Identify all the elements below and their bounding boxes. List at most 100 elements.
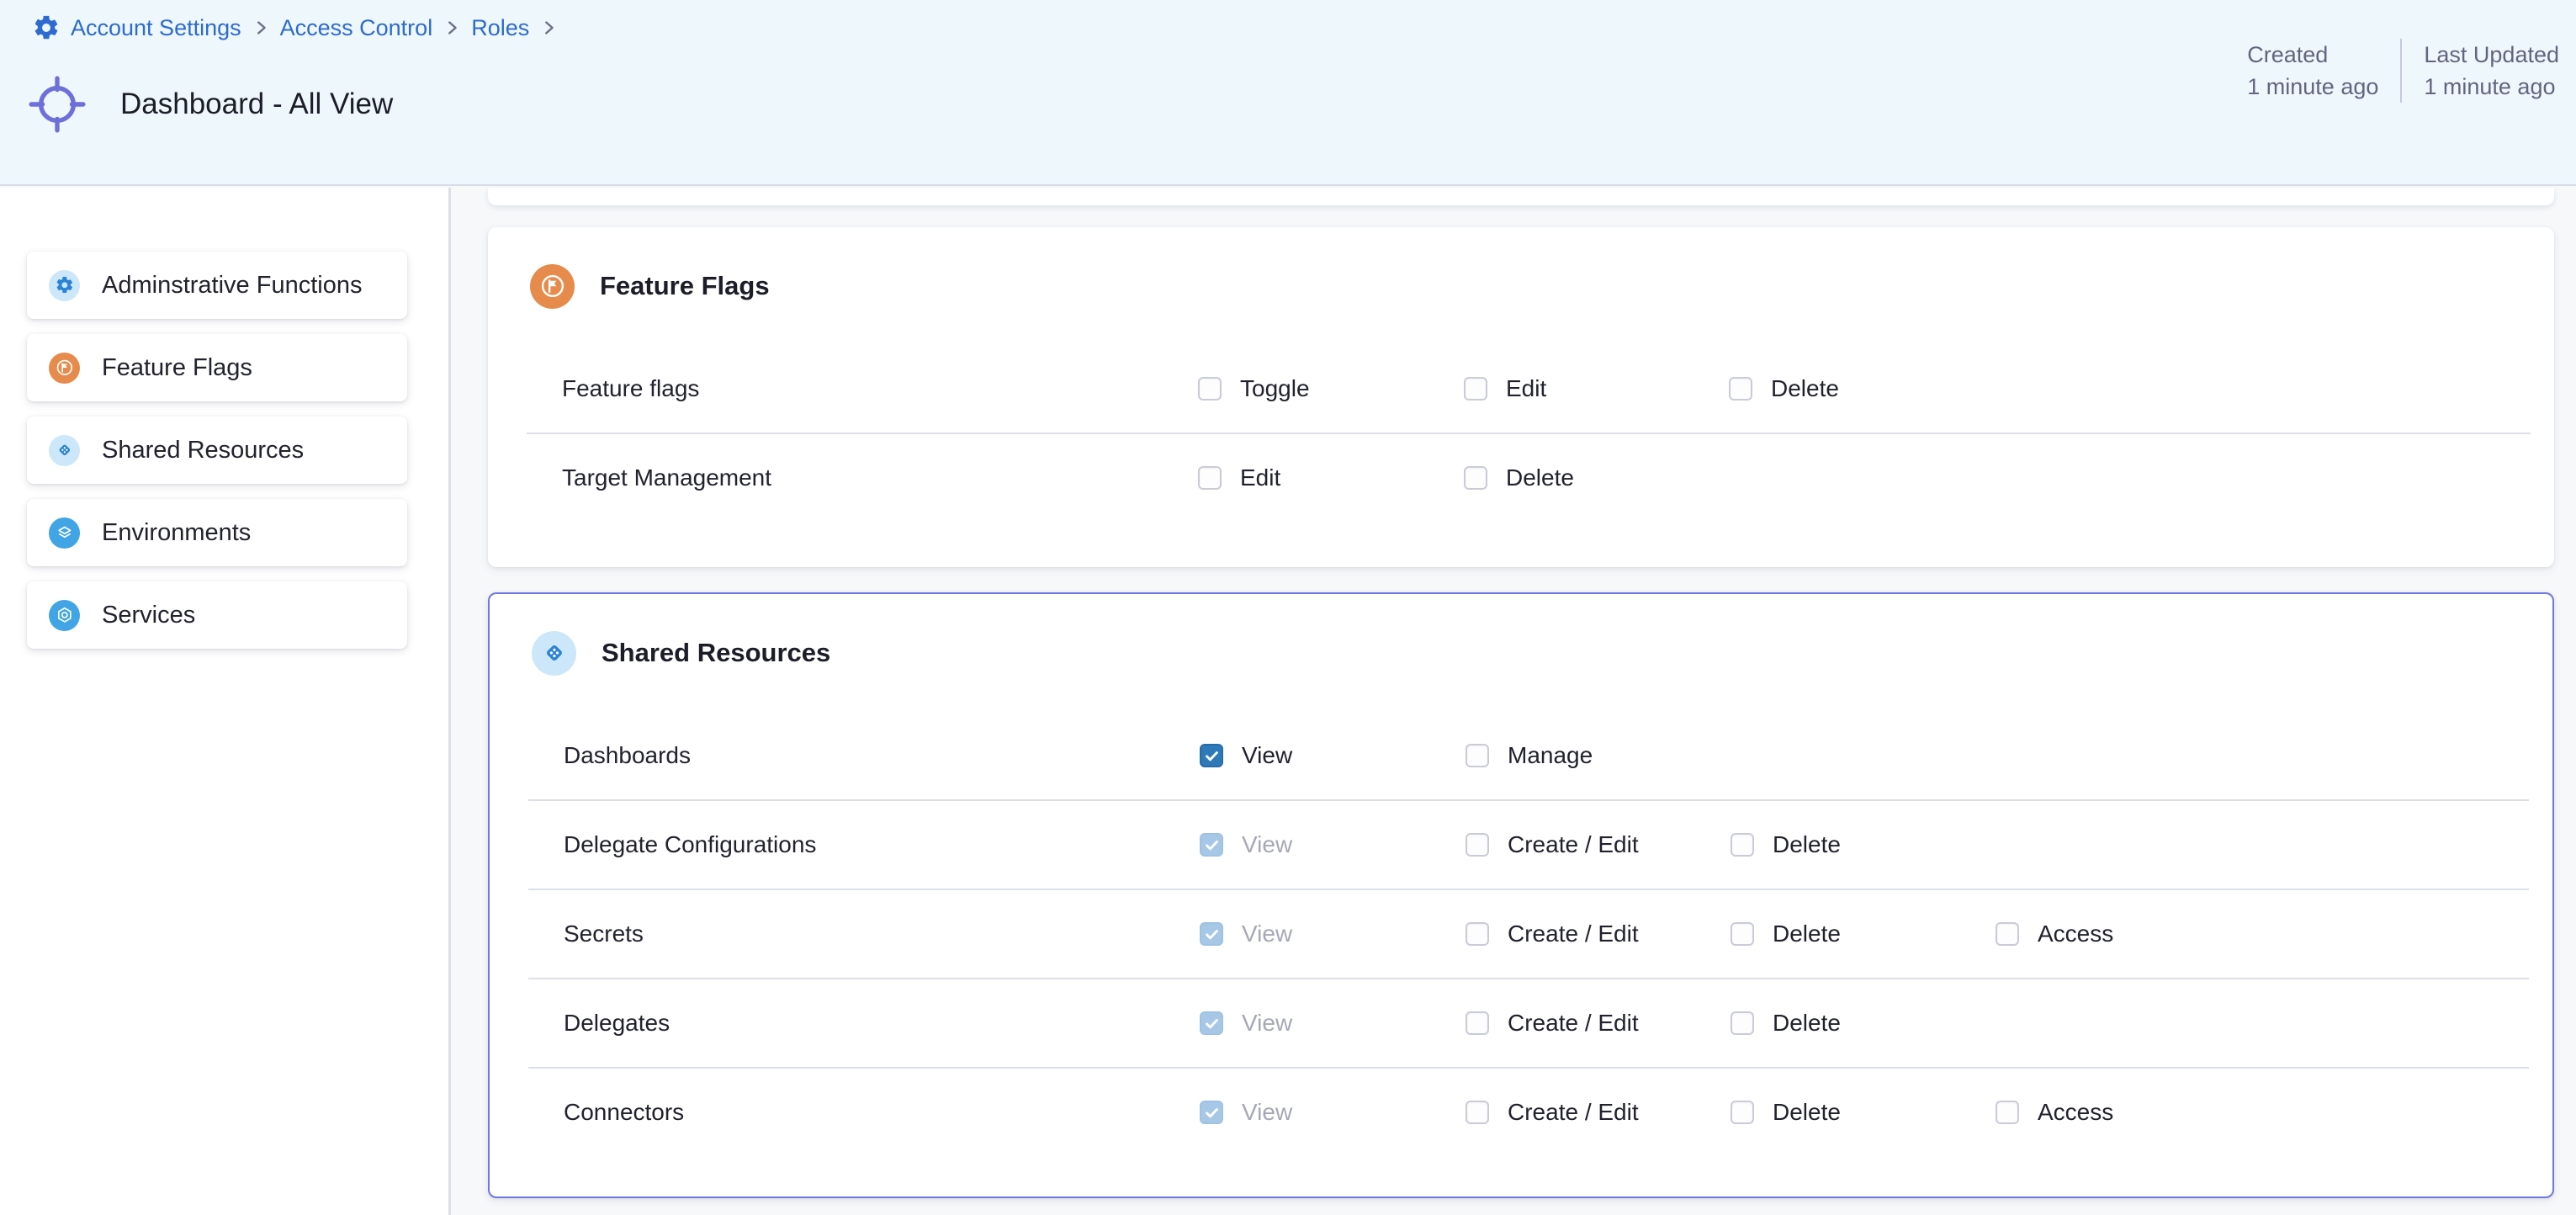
sidebar-item-services[interactable]: Services bbox=[27, 581, 407, 649]
permission-label[interactable]: Edit bbox=[1506, 375, 1547, 401]
permission-delegate-configurations-view: View bbox=[1200, 831, 1292, 858]
resource-label: Connectors bbox=[564, 1099, 685, 1125]
permission-checkbox[interactable] bbox=[1466, 1101, 1489, 1124]
permission-label[interactable]: Manage bbox=[1508, 742, 1593, 768]
permission-label[interactable]: Toggle bbox=[1240, 375, 1310, 401]
permission-feature-flags-toggle: Toggle bbox=[1198, 375, 1310, 402]
permission-connectors-access: Access bbox=[1996, 1099, 2113, 1126]
permission-feature-flags-delete: Delete bbox=[1729, 375, 1839, 402]
permission-checkbox[interactable] bbox=[1466, 744, 1489, 767]
permission-label[interactable]: Delete bbox=[1773, 1099, 1841, 1125]
shared-resources-icon bbox=[49, 434, 80, 466]
permission-delegates-delete: Delete bbox=[1731, 1010, 1841, 1037]
permission-label: View bbox=[1242, 921, 1293, 947]
resource-label: Delegate Configurations bbox=[564, 831, 817, 857]
breadcrumb-link-roles[interactable]: Roles bbox=[471, 14, 530, 40]
permission-checkbox bbox=[1200, 833, 1223, 857]
permission-label[interactable]: Access bbox=[2038, 921, 2114, 947]
permission-target-management-edit: Edit bbox=[1198, 464, 1280, 491]
permission-checkbox[interactable] bbox=[1466, 922, 1489, 946]
sidebar-item-feature-flags[interactable]: Feature Flags bbox=[27, 334, 407, 401]
sidebar-item-label: Services bbox=[102, 601, 196, 629]
permission-label[interactable]: Delete bbox=[1773, 921, 1841, 947]
permission-checkbox[interactable] bbox=[1729, 377, 1752, 401]
permission-label[interactable]: Delete bbox=[1773, 1010, 1841, 1036]
permission-label[interactable]: View bbox=[1242, 742, 1293, 768]
permission-row-feature-flags: Feature flags Toggle Edit Delete bbox=[488, 345, 2554, 432]
permission-checkbox[interactable] bbox=[1731, 1011, 1754, 1035]
created-label: Created bbox=[2247, 42, 2329, 67]
sidebar-item-adminstrative-functions[interactable]: Adminstrative Functions bbox=[27, 252, 407, 319]
page-title: Dashboard - All View bbox=[120, 88, 394, 120]
permission-label[interactable]: Create / Edit bbox=[1508, 921, 1639, 947]
permission-checkbox bbox=[1200, 922, 1223, 946]
services-icon bbox=[49, 599, 80, 631]
permission-connectors-view: View bbox=[1200, 1099, 1292, 1126]
permission-checkbox[interactable] bbox=[1200, 744, 1223, 767]
permission-label[interactable]: Delete bbox=[1506, 464, 1574, 491]
permission-checkbox[interactable] bbox=[1464, 466, 1487, 490]
permission-checkbox[interactable] bbox=[1464, 377, 1487, 401]
permission-checkbox bbox=[1200, 1101, 1223, 1124]
permission-connectors-delete: Delete bbox=[1731, 1099, 1841, 1126]
row-divider bbox=[528, 978, 2529, 979]
permission-secrets-delete: Delete bbox=[1731, 921, 1841, 947]
permission-checkbox[interactable] bbox=[1466, 833, 1489, 857]
shared-resources-icon bbox=[532, 630, 576, 676]
permission-checkbox bbox=[1200, 1011, 1223, 1035]
permission-secrets-access: Access bbox=[1996, 921, 2113, 947]
permission-label[interactable]: Delete bbox=[1773, 831, 1841, 857]
permission-target-management-delete: Delete bbox=[1464, 464, 1574, 491]
permission-label[interactable]: Create / Edit bbox=[1508, 1010, 1639, 1036]
feature-flag-icon bbox=[49, 352, 80, 384]
role-target-icon bbox=[25, 72, 89, 136]
permission-feature-flags-edit: Edit bbox=[1464, 375, 1546, 402]
row-divider bbox=[527, 432, 2531, 434]
permission-checkbox[interactable] bbox=[1996, 922, 2019, 946]
permission-label: View bbox=[1242, 1010, 1293, 1036]
permission-label[interactable]: Create / Edit bbox=[1508, 1099, 1639, 1125]
permission-label[interactable]: Create / Edit bbox=[1508, 831, 1639, 857]
meta-divider bbox=[2400, 39, 2403, 103]
row-divider bbox=[528, 1067, 2529, 1069]
permission-delegates-view: View bbox=[1200, 1010, 1292, 1037]
permission-delegate-configurations-delete: Delete bbox=[1731, 831, 1841, 858]
resource-label: Target Management bbox=[562, 464, 772, 491]
permission-checkbox[interactable] bbox=[1466, 1011, 1489, 1035]
row-divider bbox=[528, 889, 2529, 890]
gear-icon bbox=[49, 269, 80, 301]
permission-row-target-management: Target Management Edit Delete bbox=[488, 434, 2554, 522]
sidebar-item-label: Shared Resources bbox=[102, 436, 305, 464]
created-value: 1 minute ago bbox=[2247, 74, 2379, 99]
row-divider bbox=[528, 799, 2529, 801]
permission-label[interactable]: Delete bbox=[1771, 375, 1839, 401]
permission-checkbox[interactable] bbox=[1198, 377, 1222, 401]
permission-checkbox[interactable] bbox=[1731, 833, 1754, 857]
breadcrumb-link-access-control[interactable]: Access Control bbox=[279, 14, 433, 40]
permission-delegates-create-edit: Create / Edit bbox=[1466, 1010, 1639, 1037]
permission-checkbox[interactable] bbox=[1731, 1101, 1754, 1124]
resource-label: Dashboards bbox=[564, 742, 691, 768]
permission-row-dashboards: Dashboards View Manage bbox=[490, 712, 2552, 799]
sidebar-item-label: Environments bbox=[102, 518, 252, 546]
section-card-shared-resources: Shared Resources Dashboards View Manage … bbox=[488, 592, 2554, 1198]
sidebar-item-label: Adminstrative Functions bbox=[102, 271, 363, 299]
chevron-right-icon bbox=[443, 19, 461, 37]
permission-checkbox[interactable] bbox=[1731, 922, 1754, 946]
meta-column: Last Updated 1 minute ago bbox=[2424, 39, 2559, 103]
permission-secrets-create-edit: Create / Edit bbox=[1466, 921, 1639, 947]
settings-gear-icon bbox=[32, 13, 61, 42]
section-title: Shared Resources bbox=[602, 638, 831, 667]
sidebar-item-environments[interactable]: Environments bbox=[27, 499, 407, 566]
sidebar-item-shared-resources[interactable]: Shared Resources bbox=[27, 416, 407, 484]
environments-icon bbox=[49, 517, 80, 549]
permission-label[interactable]: Access bbox=[2038, 1099, 2114, 1125]
permission-label[interactable]: Edit bbox=[1240, 464, 1281, 491]
sidebar-item-label: Feature Flags bbox=[102, 353, 252, 381]
breadcrumb-link-account-settings[interactable]: Account Settings bbox=[71, 14, 241, 40]
permission-checkbox[interactable] bbox=[1996, 1101, 2019, 1124]
permission-checkbox[interactable] bbox=[1198, 466, 1222, 490]
section-title: Feature Flags bbox=[600, 271, 770, 300]
page-header: Account Settings Access Control Roles Dash… bbox=[0, 0, 2576, 186]
